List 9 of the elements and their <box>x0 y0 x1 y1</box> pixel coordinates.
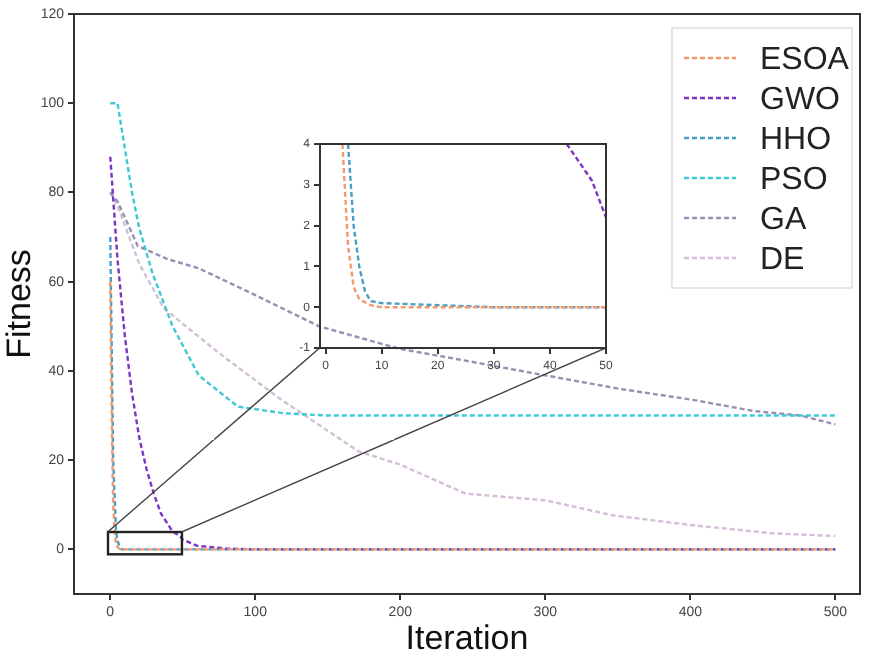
y-axis-title: Fitness <box>0 249 38 359</box>
legend-label: PSO <box>760 162 828 197</box>
legend-label: GWO <box>760 82 840 117</box>
legend-label: ESOA <box>760 42 850 77</box>
x-axis-title: Iteration <box>405 618 529 657</box>
legend-label: DE <box>760 242 805 277</box>
legend-label: HHO <box>760 122 832 157</box>
line-series <box>109 191 837 426</box>
legend-label: GA <box>760 202 807 237</box>
